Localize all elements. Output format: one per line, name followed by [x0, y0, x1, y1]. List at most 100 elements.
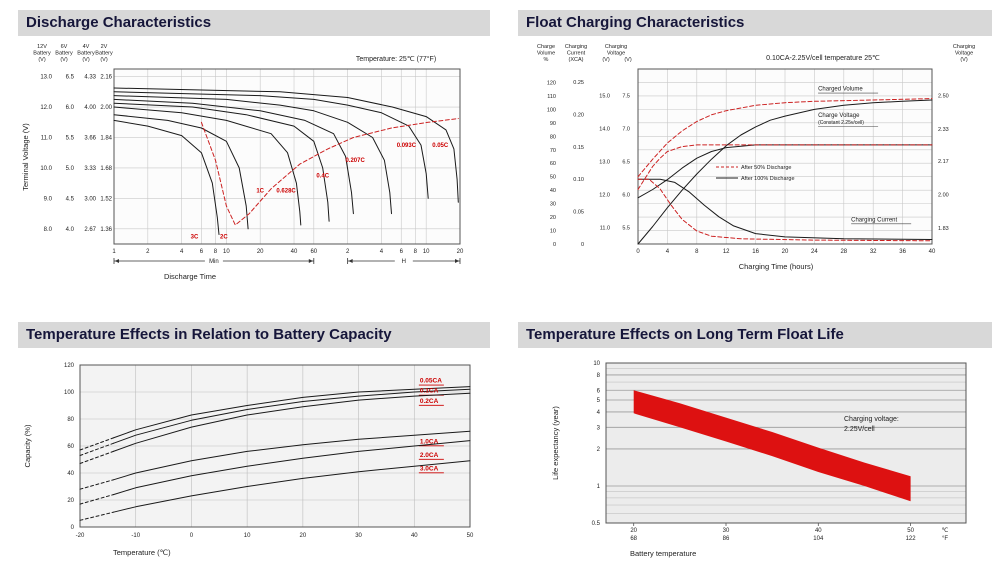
x-tick-fahrenheit: 86: [723, 536, 730, 542]
cutoff-dashed-curve: [200, 118, 459, 226]
y-tick-label: 6: [597, 388, 601, 394]
y-tick-label: 2.00: [100, 105, 112, 111]
section-label: H: [402, 259, 406, 265]
y-tick-label: 5.5: [622, 225, 630, 231]
y-tick-label: 0.20: [573, 112, 584, 118]
y-tick-label: 3: [597, 425, 601, 431]
y-tick-label: 8: [597, 373, 601, 379]
right-axis-header: Voltage: [955, 51, 973, 57]
y-tick-label: 1.52: [100, 196, 112, 202]
section-arrow-right: [308, 259, 314, 263]
float-life-chart: 0.5123456810206830864010450122℃°FChargin…: [551, 361, 967, 558]
y-axis-header: (V): [60, 57, 68, 63]
y-axis-header: 4V: [83, 44, 90, 50]
x-tick-label: 2: [346, 249, 350, 255]
x-tick-label: 2: [146, 249, 150, 255]
y-tick-label: 40: [67, 471, 74, 477]
y-tick-label: 15.0: [599, 93, 610, 99]
discharge-curve-label: 0.4C: [316, 173, 329, 179]
x-tick-label: 4: [180, 249, 184, 255]
y-tick-label: 20: [67, 498, 74, 504]
x-tick-label: 24: [811, 249, 818, 255]
discharge-curve-label: 0.628C: [276, 189, 296, 195]
y-axis-header: (V): [602, 57, 610, 63]
y-tick-label: 0.25: [573, 80, 584, 86]
right-tick-label: 2.17: [938, 159, 949, 165]
y-tick-label: 1.68: [100, 166, 112, 172]
capacity-curve-dashed: [79, 511, 114, 521]
y-tick-label: 0: [71, 525, 75, 531]
y-tick-label: 6.0: [66, 105, 75, 111]
y-tick-label: 5.0: [66, 166, 75, 172]
y-tick-label: 3.33: [84, 166, 96, 172]
y-tick-label: 110: [547, 94, 556, 100]
chart-annotation: Temperature: 25℃ (77°F): [356, 55, 436, 63]
capacity-curve: [112, 392, 471, 452]
y-axis-title: Terminal Voltage (V): [21, 123, 30, 191]
y-tick-label: 2: [597, 447, 601, 453]
y-tick-label: 11.0: [41, 135, 53, 141]
right-axis-header: Charging: [953, 44, 975, 50]
right-tick-label: 2.33: [938, 127, 949, 133]
panel-float-life: Temperature Effects on Long Term Float L…: [518, 322, 992, 561]
y-tick-label: 60: [550, 161, 556, 167]
x-tick-celsius: 50: [907, 528, 914, 534]
y-tick-label: 10.0: [40, 166, 52, 172]
y-tick-label: 10: [550, 229, 556, 235]
y-tick-label: 4: [597, 410, 601, 416]
x-tick-label: 4: [666, 249, 670, 255]
section-title-float-life: Temperature Effects on Long Term Float L…: [526, 326, 844, 343]
y-tick-label: 4.5: [66, 196, 75, 202]
y-tick-label: 90: [550, 121, 556, 127]
section-arrow-right: [455, 259, 460, 263]
y-axis-header: Battery: [77, 51, 95, 57]
capacity-curve-dashed: [79, 479, 114, 490]
capacity-curve-label: 3.0CA: [420, 465, 439, 472]
y-tick-label: 6.5: [66, 75, 75, 81]
curve-label: Charge Voltage: [818, 113, 860, 119]
discharge-curve-label: 3C: [191, 234, 199, 240]
y-tick-label: 8.0: [44, 227, 53, 233]
y-axis-header: Voltage: [607, 51, 625, 57]
y-tick-label: 5.5: [66, 135, 75, 141]
right-axis-header: (V): [960, 57, 968, 63]
capacity-curve-dashed: [79, 450, 114, 464]
float-curve: [637, 178, 933, 242]
y-tick-label: 0.5: [592, 521, 601, 527]
y-tick-label: 2.67: [84, 227, 96, 233]
y-tick-label: 30: [550, 202, 556, 208]
capacity-curve: [112, 430, 471, 481]
y-tick-label: 0.10: [573, 177, 584, 183]
curve-label: Charging Current: [851, 217, 897, 223]
life-expectancy-band: [633, 390, 911, 502]
y-axis-title: Life expectancy (year): [551, 406, 560, 480]
y-tick-label: 20: [550, 215, 556, 221]
x-tick-label: 1: [112, 249, 116, 255]
capacity-curve: [112, 440, 471, 496]
plot-border: [605, 362, 967, 524]
y-tick-label: 100: [64, 390, 75, 396]
y-tick-label: 11.0: [600, 225, 610, 231]
x-tick-celsius: 30: [723, 528, 730, 534]
capacity-curve-label: 0.05CA: [420, 378, 442, 385]
y-tick-label: 3.00: [84, 196, 96, 202]
discharge-curve: [113, 119, 220, 235]
discharge-curve-label: 0.093C: [397, 143, 417, 149]
x-tick-label: 0: [190, 533, 194, 539]
x-tick-label: 20: [457, 249, 464, 255]
float-charging-chart: ChargeVolume%120110100908070605040302010…: [537, 44, 975, 271]
x-tick-label: 6: [200, 249, 204, 255]
capacity-curve: [112, 388, 471, 444]
y-tick-label: 5: [597, 398, 601, 404]
plot-area: [114, 69, 460, 244]
y-tick-label: 12.0: [599, 192, 610, 198]
section-arrow-left: [348, 259, 353, 263]
x-tick-label: 30: [355, 533, 362, 539]
section-title-discharge: Discharge Characteristics: [26, 14, 212, 31]
section-header-float-charging: Float Charging Characteristics: [518, 10, 992, 36]
discharge-curve-label: 2C: [220, 234, 228, 240]
section-header-float-life: Temperature Effects on Long Term Float L…: [518, 322, 992, 348]
x-tick-label: 8: [214, 249, 218, 255]
y-tick-label: 6.0: [622, 192, 630, 198]
